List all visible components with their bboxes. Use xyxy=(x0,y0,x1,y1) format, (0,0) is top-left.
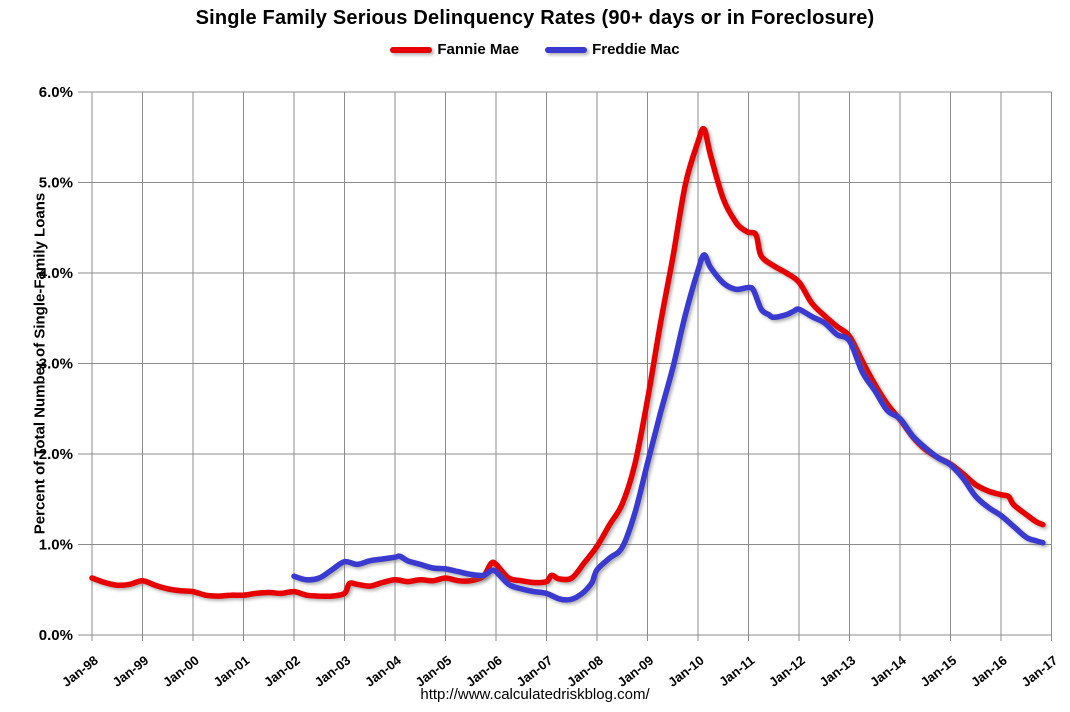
x-tick-label: Jan-02 xyxy=(261,653,303,690)
y-tick-label: 0.0% xyxy=(39,627,73,644)
freddie-mac-line-swatch xyxy=(545,46,588,53)
fannie-mae-line-swatch xyxy=(390,46,433,53)
x-tick-label: Jan-17 xyxy=(1019,653,1061,690)
x-tick-label: Jan-08 xyxy=(564,653,606,690)
x-tick-label: Jan-03 xyxy=(312,653,354,690)
freddie-mac-line xyxy=(291,252,1046,603)
x-tick-label: Jan-99 xyxy=(110,653,152,690)
fannie-mae-line xyxy=(89,125,1046,600)
x-tick-label: Jan-16 xyxy=(968,653,1010,690)
x-tick-label: Jan-05 xyxy=(413,653,455,690)
x-tick-label: Jan-13 xyxy=(817,653,859,690)
x-tick-label: Jan-06 xyxy=(463,653,505,690)
legend-item-fannie-mae: Fannie Mae xyxy=(390,41,519,58)
y-tick-label: 1.0% xyxy=(39,537,73,554)
legend-label-fannie-mae: Fannie Mae xyxy=(437,41,520,58)
x-tick-label: Jan-15 xyxy=(918,653,960,690)
legend-label-freddie-mac: Freddie Mac xyxy=(592,41,680,58)
chart-title: Single Family Serious Delinquency Rates … xyxy=(195,7,875,29)
x-tick-label: Jan-01 xyxy=(211,653,253,690)
legend-item-freddie-mac: Freddie Mac xyxy=(545,41,680,58)
x-tick-label: Jan-98 xyxy=(59,653,101,690)
x-tick-label: Jan-14 xyxy=(867,652,909,690)
x-tick-label: Jan-12 xyxy=(766,653,808,690)
x-tick-label: Jan-11 xyxy=(716,653,757,690)
source-url: http://www.calculatedriskblog.com/ xyxy=(420,686,650,703)
x-tick-label: Jan-07 xyxy=(514,653,556,690)
y-tick-label: 5.0% xyxy=(39,175,73,192)
y-tick-label: 2.0% xyxy=(39,446,73,463)
x-tick-label: Jan-10 xyxy=(665,653,707,690)
x-tick-label: Jan-00 xyxy=(160,653,202,690)
y-tick-label: 6.0% xyxy=(39,84,73,101)
legend: Fannie Mae Freddie Mac xyxy=(0,41,1070,58)
x-tick-label: Jan-09 xyxy=(615,653,657,690)
y-tick-label: 4.0% xyxy=(39,265,73,282)
y-tick-label: 3.0% xyxy=(39,356,73,373)
x-tick-label: Jan-04 xyxy=(362,652,404,690)
